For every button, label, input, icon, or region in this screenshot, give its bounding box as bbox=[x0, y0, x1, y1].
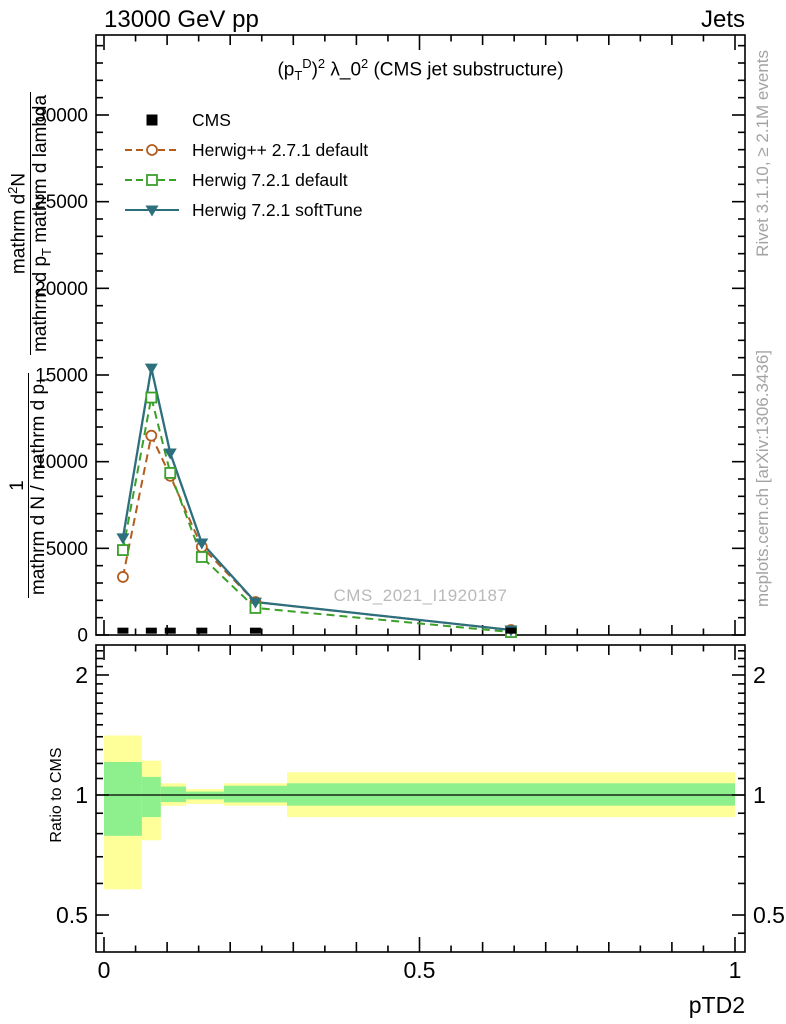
tick-label: 30000 bbox=[35, 106, 88, 127]
tick-label: 15000 bbox=[35, 366, 88, 387]
tick-label: 0 bbox=[98, 957, 111, 983]
uncertainty-band-inner bbox=[104, 761, 142, 836]
fraction-numerator: 1 bbox=[6, 480, 28, 491]
square-open-icon bbox=[125, 174, 179, 186]
series-markers bbox=[117, 627, 517, 634]
legend-item: Herwig++ 2.7.1 default bbox=[122, 135, 368, 165]
x-axis-title: pTD2 bbox=[689, 992, 745, 1018]
circle-open-icon bbox=[125, 144, 179, 156]
fraction-denominator: mathrm d pT mathrm d lambda bbox=[30, 91, 54, 356]
main-y-axis-label: 1 mathrm d N / mathrm d pT mathrm d2N ma… bbox=[4, 65, 56, 625]
tick-label: 5000 bbox=[46, 539, 88, 560]
y-label-fraction-1: 1 mathrm d N / mathrm d pT bbox=[6, 373, 52, 599]
tick-label: 0.5 bbox=[56, 902, 88, 928]
legend-label: Herwig++ 2.7.1 default bbox=[192, 139, 369, 160]
ratio-uncertainty-bands bbox=[104, 735, 735, 890]
y-label-fraction-2: mathrm d2N mathrm d pT mathrm d lambda bbox=[5, 91, 54, 356]
mcplots-credit-label: mcplots.cern.ch [arXiv:1306.3436] bbox=[753, 350, 772, 608]
main-frame bbox=[95, 34, 746, 636]
rivet-version-label: Rivet 3.1.10, ≥ 2.1M events bbox=[753, 50, 772, 257]
tick-label: 10000 bbox=[35, 452, 88, 473]
tick-label: 1 bbox=[729, 957, 742, 983]
fraction-denominator: mathrm d N / mathrm d pT bbox=[28, 373, 52, 599]
legend-label: Herwig 7.2.1 softTune bbox=[192, 199, 363, 220]
tick-label: 2 bbox=[75, 662, 88, 688]
legend-item: Herwig 7.2.1 softTune bbox=[122, 195, 368, 225]
uncertainty-band-inner bbox=[141, 776, 161, 818]
tick-label: 2 bbox=[753, 662, 766, 688]
analysis-group-title: Jets bbox=[700, 6, 745, 33]
ratio-frame bbox=[95, 644, 746, 953]
tick-label: 0.5 bbox=[404, 957, 436, 983]
axis-ticks bbox=[96, 35, 745, 952]
ratio-axis-label: Ratio to CMS bbox=[48, 747, 65, 843]
triangle-down-icon bbox=[125, 205, 179, 217]
series-line bbox=[121, 432, 512, 631]
square-filled-icon bbox=[146, 114, 158, 126]
uncertainty-band-inner bbox=[223, 785, 287, 803]
tick-label: 0.5 bbox=[753, 902, 785, 928]
plot-title: (pTD)2 λ_02 (CMS jet substructure) bbox=[277, 56, 564, 84]
beam-energy-title: 13000 GeV pp bbox=[104, 6, 259, 33]
tick-labels: 0 5000 10000 15000 20000 25000 30000 0 0.5 1 2 2 1 1 0… bbox=[35, 106, 785, 1019]
tick-label: 1 bbox=[75, 782, 88, 808]
fraction-numerator: mathrm d2N bbox=[5, 172, 30, 275]
analysis-watermark: CMS_2021_I1920187 bbox=[333, 586, 508, 605]
tick-label: 20000 bbox=[35, 279, 88, 300]
tick-label: 0 bbox=[77, 626, 88, 647]
series-line bbox=[121, 397, 512, 634]
legend-item: CMS bbox=[122, 105, 368, 135]
legend: CMS Herwig++ 2.7.1 default Herwig 7.2.1 de… bbox=[122, 105, 368, 225]
tick-label: 1 bbox=[753, 782, 766, 808]
tick-label: 25000 bbox=[35, 192, 88, 213]
legend-label: CMS bbox=[192, 109, 231, 130]
legend-item: Herwig 7.2.1 default bbox=[122, 165, 368, 195]
uncertainty-band-inner bbox=[160, 786, 187, 803]
legend-label: Herwig 7.2.1 default bbox=[192, 169, 348, 190]
